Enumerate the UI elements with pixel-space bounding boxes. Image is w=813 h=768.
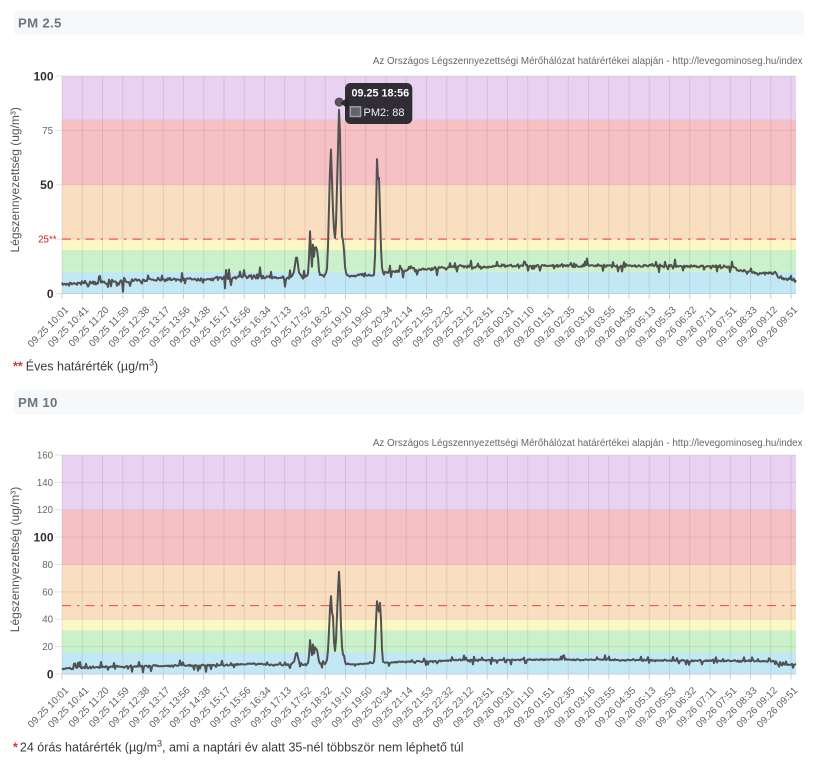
svg-text:140: 140 (37, 478, 54, 489)
svg-text:50: 50 (40, 178, 54, 192)
svg-text:20: 20 (42, 642, 53, 653)
svg-text:0: 0 (47, 667, 54, 681)
svg-text:100: 100 (33, 69, 53, 83)
svg-text:Az Országos Légszennyezettségi: Az Országos Légszennyezettségi Mérőhálóz… (373, 438, 803, 449)
svg-text:**Éves határérték (µg/m3): ** Éves határérték (µg/m3) (13, 358, 158, 374)
svg-text:Légszennyezettség (ug/m³): Légszennyezettség (ug/m³) (8, 107, 22, 252)
svg-text:*24 órás határérték (µg/m3, am: * 24 órás határérték (µg/m3, ami a naptár… (13, 739, 464, 755)
svg-text:40: 40 (42, 615, 53, 626)
svg-text:100: 100 (33, 530, 53, 544)
svg-text:09.25 18:56: 09.25 18:56 (352, 88, 410, 100)
svg-text:PM 10: PM 10 (18, 395, 58, 410)
svg-text:160: 160 (37, 450, 54, 461)
svg-text:PM2: 88: PM2: 88 (364, 107, 405, 119)
svg-text:0: 0 (47, 287, 54, 301)
svg-text:120: 120 (37, 505, 54, 516)
svg-text:Az Országos Légszennyezettségi: Az Országos Légszennyezettségi Mérőhálóz… (373, 56, 803, 67)
svg-text:Légszennyezettség (ug/m³): Légszennyezettség (ug/m³) (8, 487, 22, 632)
svg-text:25**: 25** (38, 235, 57, 246)
svg-text:PM 2.5: PM 2.5 (18, 15, 62, 30)
svg-text:75: 75 (42, 126, 53, 137)
svg-text:80: 80 (42, 560, 53, 571)
svg-text:60: 60 (42, 587, 53, 598)
